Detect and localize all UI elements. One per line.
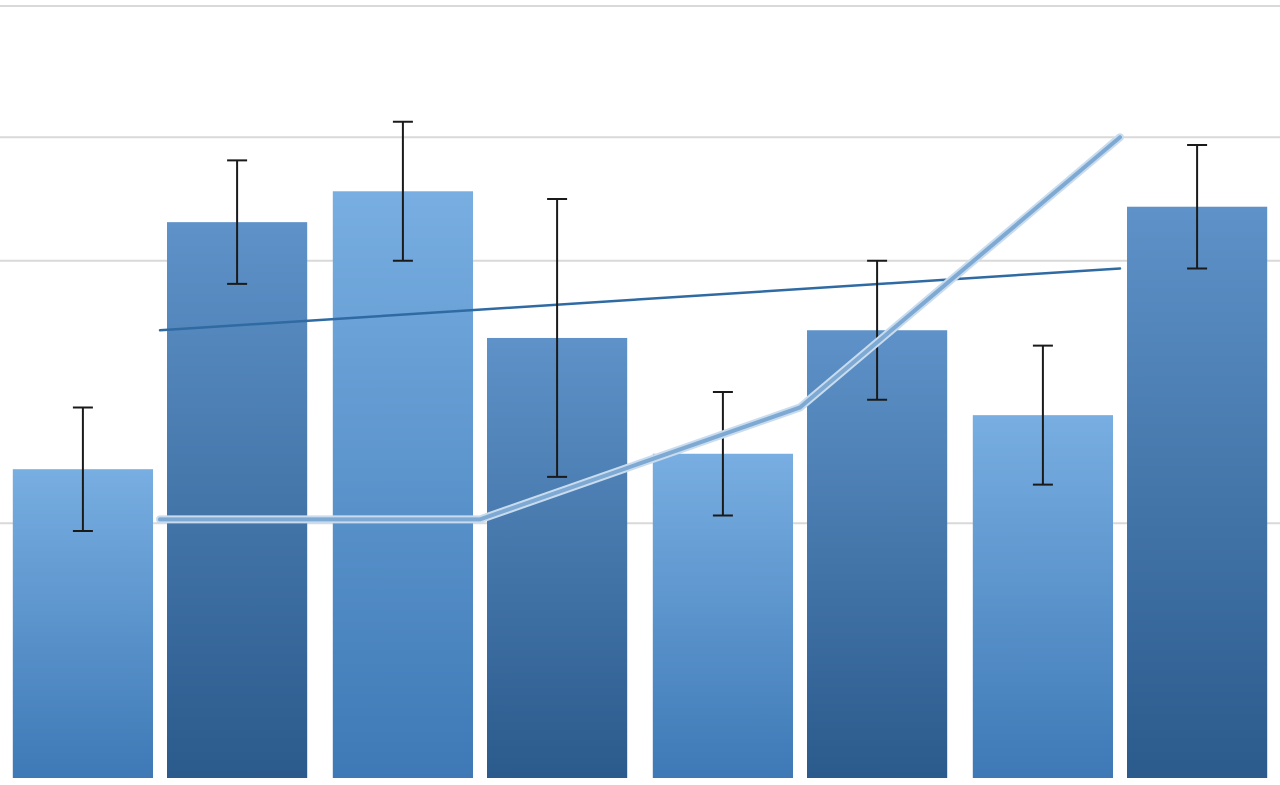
bar-b (167, 222, 307, 778)
chart-svg (0, 0, 1280, 785)
bar-b (1127, 207, 1267, 778)
bar-a (333, 191, 473, 778)
combo-bar-line-chart (0, 0, 1280, 785)
